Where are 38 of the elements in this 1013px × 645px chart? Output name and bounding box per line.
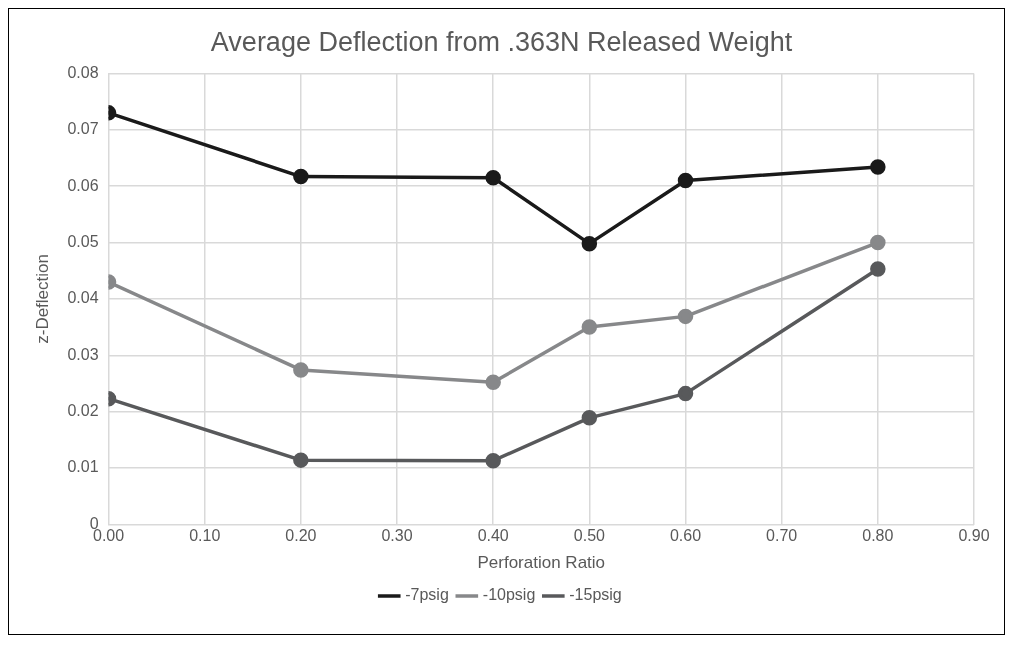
legend-label: -10psig	[482, 586, 536, 604]
point	[293, 362, 309, 378]
point	[677, 308, 694, 325]
chart-title: Average Deflection from .363N Released Weight	[210, 26, 793, 57]
point	[677, 172, 694, 189]
x-tick-label: 0.20	[285, 527, 317, 545]
point	[581, 410, 598, 426]
point	[485, 169, 501, 186]
y-tick-label: 0.06	[67, 176, 99, 194]
x-tick-label: 0.40	[477, 527, 509, 545]
point	[485, 452, 501, 469]
point	[581, 319, 598, 335]
x-tick-label: 0.30	[381, 527, 413, 545]
y-tick-label: 0.01	[67, 458, 99, 476]
x-tick-label: 0.10	[189, 527, 221, 545]
point	[485, 374, 501, 391]
x-tick-label: 0.70	[766, 527, 798, 545]
y-tick-label: 0.03	[67, 345, 99, 363]
legend-label: -7psig	[405, 586, 449, 604]
point	[581, 235, 598, 252]
x-axis-title: Perforation Ratio	[477, 553, 606, 573]
point	[870, 159, 886, 175]
x-tick-label: 0.50	[573, 527, 606, 545]
x-tick-label: 0.90	[958, 527, 990, 545]
point	[870, 261, 886, 277]
legend-label: -15psig	[569, 586, 622, 604]
y-tick-label: 0.04	[67, 289, 99, 307]
y-tick-label: 0.08	[67, 63, 99, 81]
x-tick-label: 0.60	[669, 527, 702, 545]
point	[293, 452, 309, 468]
point	[870, 234, 886, 251]
point	[677, 385, 694, 402]
point	[293, 168, 309, 185]
x-tick-label: 0.80	[862, 527, 894, 545]
y-tick-label: 0.07	[67, 120, 99, 138]
y-tick-label: 0.02	[67, 402, 99, 420]
y-tick-label: 0.05	[67, 232, 99, 250]
y-axis-title: z-Deflection	[32, 254, 52, 344]
